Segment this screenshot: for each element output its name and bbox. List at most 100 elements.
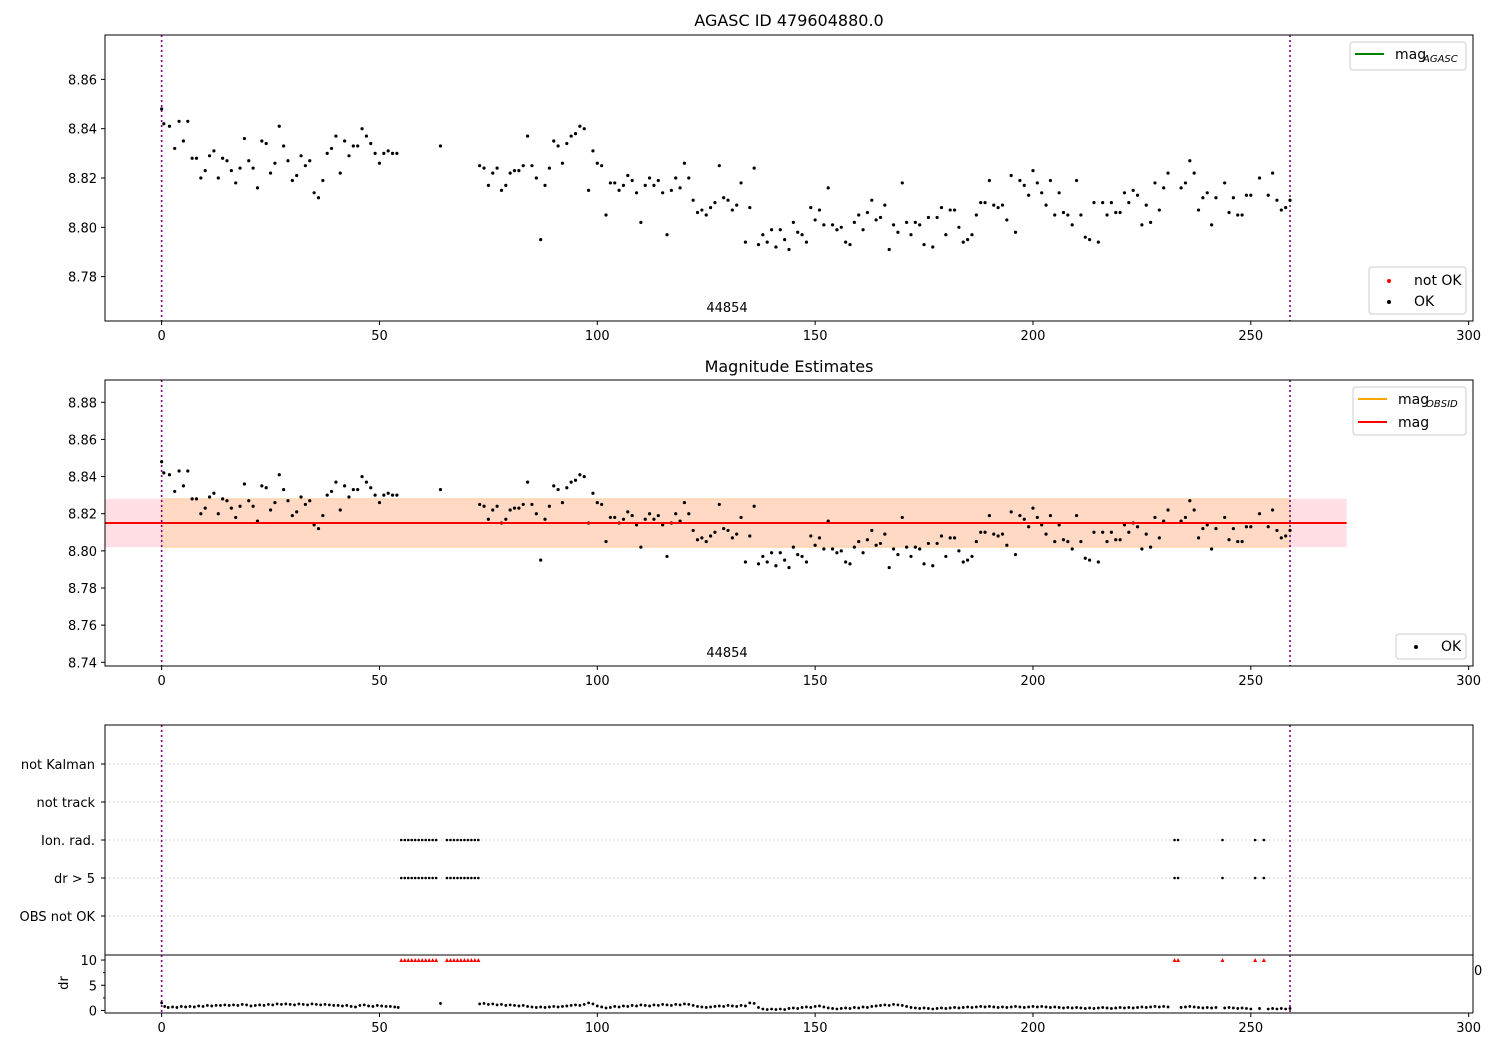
dr-point — [1009, 1005, 1013, 1009]
data-point-ok — [813, 543, 817, 547]
panel-mag-estimates-points — [105, 380, 1347, 666]
dr-flagged-marker — [1261, 958, 1266, 963]
legend-sub-obsid: OBSID — [1426, 399, 1458, 410]
data-point-ok — [1214, 196, 1218, 200]
data-point-ok — [621, 517, 626, 521]
data-point-ok — [173, 146, 177, 151]
y-tick-label: 8.86 — [68, 73, 97, 88]
data-point-ok — [748, 205, 752, 210]
dr-flagged-marker — [465, 958, 470, 963]
x-tick-label: 200 — [1021, 329, 1046, 344]
data-point-ok — [1205, 523, 1209, 527]
data-point-ok — [1061, 210, 1066, 215]
dr-point — [1166, 1005, 1170, 1009]
data-point-ok — [1231, 526, 1235, 531]
data-point-ok — [1188, 499, 1192, 503]
data-point-ok — [260, 484, 264, 488]
data-point-ok — [748, 534, 752, 538]
data-point-ok — [643, 183, 647, 187]
data-point-ok — [512, 506, 517, 510]
dr-point — [717, 1004, 721, 1008]
dr-point — [184, 1005, 187, 1009]
flag-point — [459, 876, 463, 880]
data-point-ok — [1284, 205, 1288, 210]
dr-point — [275, 1002, 279, 1006]
data-point-ok — [382, 493, 386, 497]
x-tick-label: 200 — [1021, 674, 1046, 689]
legend-label-mag-mean: mag — [1398, 415, 1429, 431]
data-point-ok — [1066, 539, 1070, 544]
dr-point — [556, 1005, 560, 1009]
data-point-ok — [167, 473, 172, 477]
dr-point — [1018, 1005, 1022, 1009]
data-point-ok — [1105, 539, 1109, 544]
dr-point — [214, 1004, 218, 1007]
data-point-ok — [691, 198, 695, 202]
data-point-ok — [530, 502, 534, 507]
data-point-ok — [970, 233, 974, 237]
data-point-ok — [586, 188, 591, 192]
data-point-ok — [983, 201, 987, 205]
dr-flagged-marker — [430, 958, 435, 963]
dr-point — [730, 1004, 734, 1008]
data-point-ok — [817, 536, 822, 540]
flag-point — [410, 876, 414, 880]
data-point-ok — [268, 508, 273, 512]
panel-mag-estimates-legend-lower: OK — [1395, 633, 1467, 660]
dr-point — [735, 1005, 739, 1008]
data-point-ok — [1101, 530, 1105, 534]
data-point-ok — [225, 499, 229, 503]
dr-point — [866, 1006, 869, 1009]
dr-point — [970, 1006, 974, 1009]
dr-point — [1031, 1005, 1035, 1008]
dr-point — [1240, 1006, 1244, 1010]
flag-point — [420, 838, 424, 842]
dr-point — [935, 1007, 939, 1010]
data-point-ok — [730, 536, 734, 540]
data-point-ok — [1048, 513, 1053, 518]
y-tick-label: 8.84 — [68, 123, 97, 138]
flag-point — [1173, 876, 1176, 880]
dr-point — [1105, 1006, 1109, 1010]
data-point-ok — [325, 493, 329, 497]
flag-point — [413, 876, 417, 880]
dr-point — [887, 1004, 891, 1007]
data-point-ok — [1009, 510, 1013, 514]
dr-point — [966, 1005, 970, 1009]
dr-point — [626, 1005, 630, 1008]
data-point-ok — [1127, 201, 1131, 205]
dr-point — [175, 1006, 179, 1009]
dr-point — [341, 1004, 344, 1008]
data-point-ok — [1201, 526, 1205, 531]
dr-point — [1109, 1007, 1113, 1010]
data-point-ok — [804, 240, 809, 244]
data-point-ok — [661, 191, 665, 195]
dr-point — [683, 1002, 686, 1006]
data-point-ok — [482, 166, 486, 170]
x-tick-label: 100 — [585, 1021, 610, 1036]
panel-agasc-legend-upper: mag AGASC — [1349, 41, 1467, 71]
data-point-ok — [652, 517, 656, 521]
dr-point — [327, 1003, 331, 1007]
dr-point — [757, 1006, 760, 1009]
data-point-ok — [438, 144, 443, 148]
data-point-ok — [1057, 523, 1061, 527]
dr-point — [543, 1006, 547, 1009]
flag-point — [459, 838, 463, 842]
data-point-ok — [1009, 173, 1013, 178]
data-point-ok — [1157, 208, 1161, 212]
dr-point — [630, 1004, 634, 1007]
data-point-ok — [639, 545, 643, 549]
data-point-ok — [247, 159, 251, 163]
data-point-ok — [321, 178, 325, 183]
data-point-ok — [1279, 536, 1283, 540]
data-point-ok — [569, 134, 573, 138]
dr-point — [948, 1006, 952, 1010]
data-point-ok — [565, 486, 569, 490]
data-point-ok — [883, 203, 887, 207]
flag-point — [427, 876, 431, 880]
data-point-ok — [961, 560, 965, 564]
data-point-ok — [600, 164, 604, 168]
data-point-ok — [1109, 530, 1113, 534]
data-point-ok — [970, 554, 974, 559]
